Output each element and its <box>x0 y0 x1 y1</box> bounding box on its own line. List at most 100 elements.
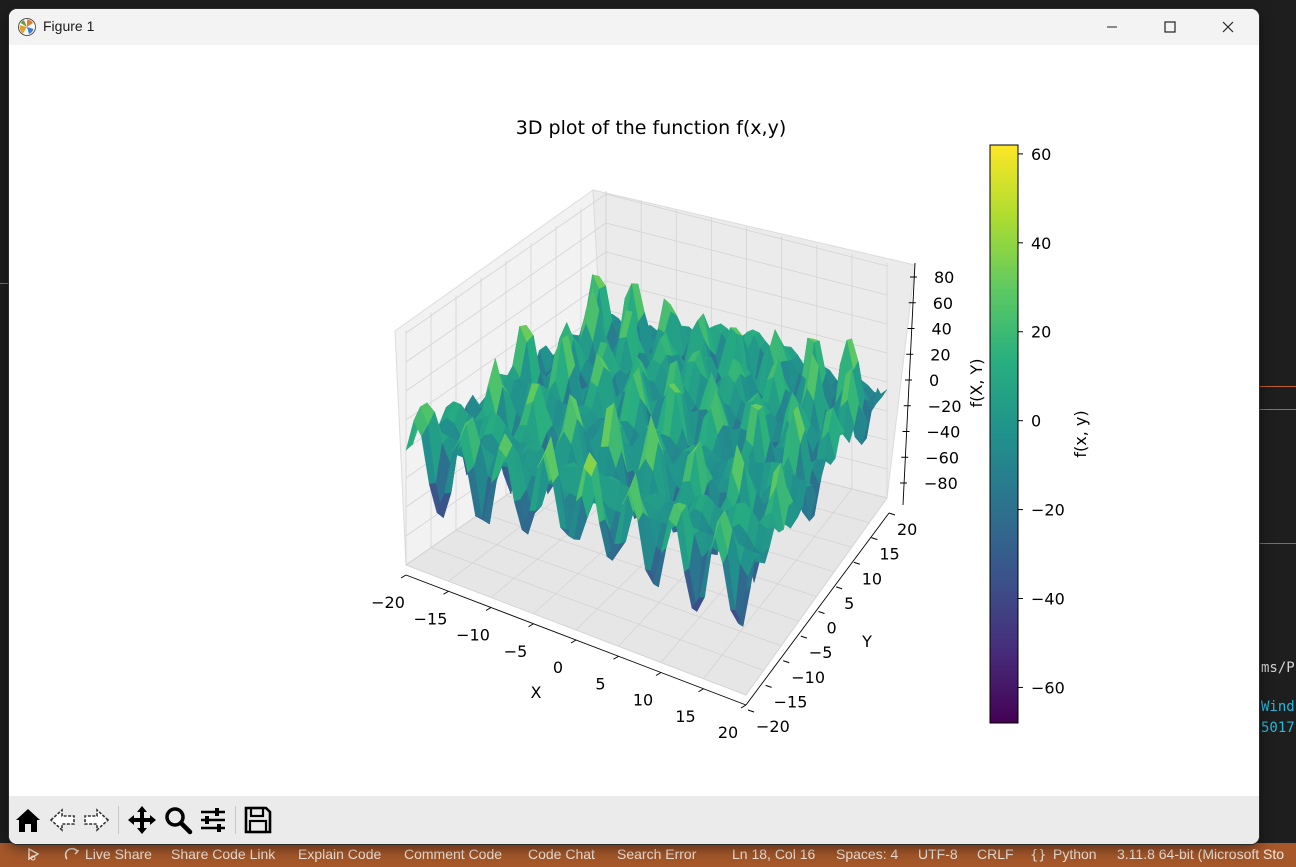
x-tick-label: −10 <box>456 626 490 645</box>
x-tick-mark <box>400 574 407 579</box>
colorbar-tick-label: 0 <box>1031 412 1041 431</box>
z-axis-line <box>902 262 916 506</box>
colorbar-tick-label: −40 <box>1031 590 1065 609</box>
colorbar <box>989 144 1019 724</box>
x-tick-mark <box>698 688 704 693</box>
grid-line <box>405 222 607 363</box>
y-tick-mark <box>800 635 808 639</box>
code-chat-button[interactable]: Code Chat <box>528 846 595 862</box>
y-tick-mark <box>835 586 843 590</box>
z-tick-label: 20 <box>930 345 950 364</box>
colorbar-tick-label: 60 <box>1031 145 1051 164</box>
minimize-button[interactable] <box>1083 9 1141 45</box>
surface-plot[interactable]: 3D plot of the function f(x,y) −20 −15 −10… <box>9 45 1259 796</box>
maximize-button[interactable] <box>1141 9 1199 45</box>
cursor-position[interactable]: Ln 18, Col 16 <box>732 846 816 862</box>
home-icon <box>16 809 40 832</box>
pan-button[interactable] <box>126 804 158 836</box>
svg-text:{}: {} <box>1030 848 1047 862</box>
x-tick-label: −5 <box>504 642 528 661</box>
grid-line <box>745 497 888 696</box>
x-tick-label: 10 <box>633 691 653 710</box>
terminal-text: ms/P <box>1261 660 1295 676</box>
editor-divider <box>1259 386 1296 387</box>
y-tick-label: 10 <box>862 569 882 588</box>
z-tick-label: −40 <box>927 423 961 442</box>
forward-icon <box>84 808 110 832</box>
zoom-icon <box>165 807 193 835</box>
y-tick-label: −15 <box>774 692 808 711</box>
forward-button[interactable] <box>80 804 112 836</box>
window-title: Figure 1 <box>43 18 95 34</box>
home-button[interactable] <box>12 804 44 836</box>
zoom-button[interactable] <box>162 804 194 836</box>
x-axis-label: X <box>531 683 542 702</box>
title-bar[interactable]: Figure 1 <box>9 9 1259 45</box>
x-tick-label: 5 <box>595 674 605 693</box>
run-icon[interactable] <box>26 846 44 865</box>
configure-subplots-button[interactable] <box>197 804 229 836</box>
x-tick-label: 20 <box>718 723 738 742</box>
indentation-setting[interactable]: Spaces: 4 <box>836 846 899 862</box>
colorbar-ticks: 60 40 20 0 −20 −40 −60 <box>1018 145 1065 697</box>
grid-line <box>405 251 607 392</box>
python-interpreter[interactable]: 3.11.8 64-bit (Microsoft Sto <box>1117 846 1285 862</box>
matplotlib-icon <box>17 17 37 41</box>
y-tick-label: 20 <box>897 520 917 539</box>
grid-line <box>605 193 888 267</box>
toolbar-divider <box>118 806 119 834</box>
line-ending-setting[interactable]: CRLF <box>977 846 1014 862</box>
language-mode[interactable]: Python <box>1053 846 1097 862</box>
chart-title: 3D plot of the function f(x,y) <box>516 117 786 139</box>
comment-code-button[interactable]: Comment Code <box>404 846 503 862</box>
grid-line <box>703 488 853 679</box>
surface-patch <box>738 585 752 627</box>
x-tick-label: 0 <box>553 658 563 677</box>
editor-divider <box>1259 409 1296 410</box>
x-tick-mark <box>528 623 534 628</box>
figure-window: Figure 1 <box>9 9 1259 844</box>
plot-canvas[interactable]: 3D plot of the function f(x,y) −20 −15 −10… <box>9 45 1259 796</box>
save-button[interactable] <box>242 804 274 836</box>
close-button[interactable] <box>1199 9 1257 45</box>
live-share-button[interactable]: Live Share <box>85 846 152 862</box>
editor-divider <box>1259 543 1296 544</box>
minimize-icon <box>1107 26 1117 28</box>
colorbar-tick-label: −60 <box>1031 678 1065 697</box>
x-tick-mark <box>740 704 747 709</box>
back-icon <box>49 808 75 832</box>
z-tick-label: −20 <box>928 397 962 416</box>
z-tick-label: 0 <box>929 371 939 390</box>
y-tick-mark <box>871 537 878 541</box>
grid-line <box>605 280 888 354</box>
share-code-link-button[interactable]: Share Code Link <box>171 846 276 862</box>
x-tick-label: 15 <box>675 707 695 726</box>
z-tick-label: 80 <box>934 268 954 287</box>
x-tick-mark <box>443 590 449 595</box>
save-icon <box>244 806 272 834</box>
y-tick-label: 15 <box>879 545 899 564</box>
y-tick-mark <box>783 660 790 664</box>
x-axis-ticks: −20 −15 −10 −5 0 5 10 15 20 <box>371 574 747 742</box>
grid-line <box>605 251 888 325</box>
explain-code-button[interactable]: Explain Code <box>298 846 382 862</box>
y-tick-label: −20 <box>756 717 790 736</box>
y-tick-label: −10 <box>791 668 825 687</box>
z-tick-label: −60 <box>925 448 959 467</box>
surface-mesh[interactable] <box>405 274 888 628</box>
configure-subplots-icon <box>201 808 225 832</box>
y-tick-mark <box>818 611 825 614</box>
z-tick-label: 40 <box>932 320 952 339</box>
y-axis-ticks: −20 −15 −10 −5 05 10 15 20 <box>747 512 917 736</box>
x-tick-label: −20 <box>371 593 405 612</box>
back-button[interactable] <box>47 804 79 836</box>
colorbar-tick-label: 40 <box>1031 234 1051 253</box>
z-axis-ticks: 80 60 40 20 0 −20 −40 −60 −80 <box>900 268 962 493</box>
toolbar-divider <box>235 806 236 834</box>
search-error-button[interactable]: Search Error <box>617 846 697 862</box>
y-axis-label: Y <box>861 632 872 651</box>
colorbar-label: f(x, y) <box>1071 410 1090 457</box>
y-tick-label: −5 <box>809 643 833 662</box>
y-tick-mark <box>747 709 755 713</box>
encoding-setting[interactable]: UTF-8 <box>918 846 958 862</box>
